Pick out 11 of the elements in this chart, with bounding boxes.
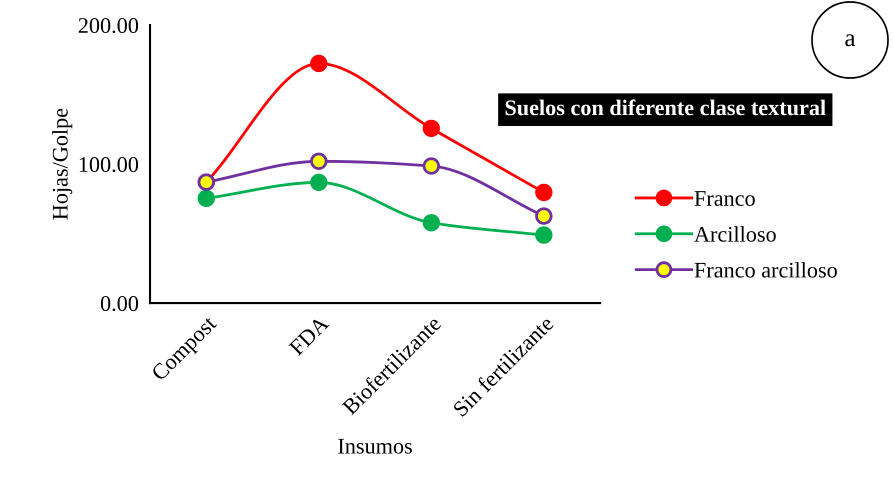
text: a (845, 34, 856, 46)
y-tick-label: 200.00 (78, 18, 138, 34)
y-tick-label: 100.00 (80, 157, 138, 172)
legend-label: Arcilloso (694, 226, 776, 242)
y-tick-label: 0.00 (100, 296, 138, 312)
x-axis-title: Insumos (338, 438, 412, 454)
x-tick-label: FDA (288, 314, 330, 356)
annotation: Suelos con diferente clase textural (506, 99, 826, 116)
legend-label: Franco (694, 191, 755, 206)
y-axis-title: Hojas/Golpe (52, 108, 72, 220)
legend-label: Franco arcilloso (694, 262, 837, 278)
